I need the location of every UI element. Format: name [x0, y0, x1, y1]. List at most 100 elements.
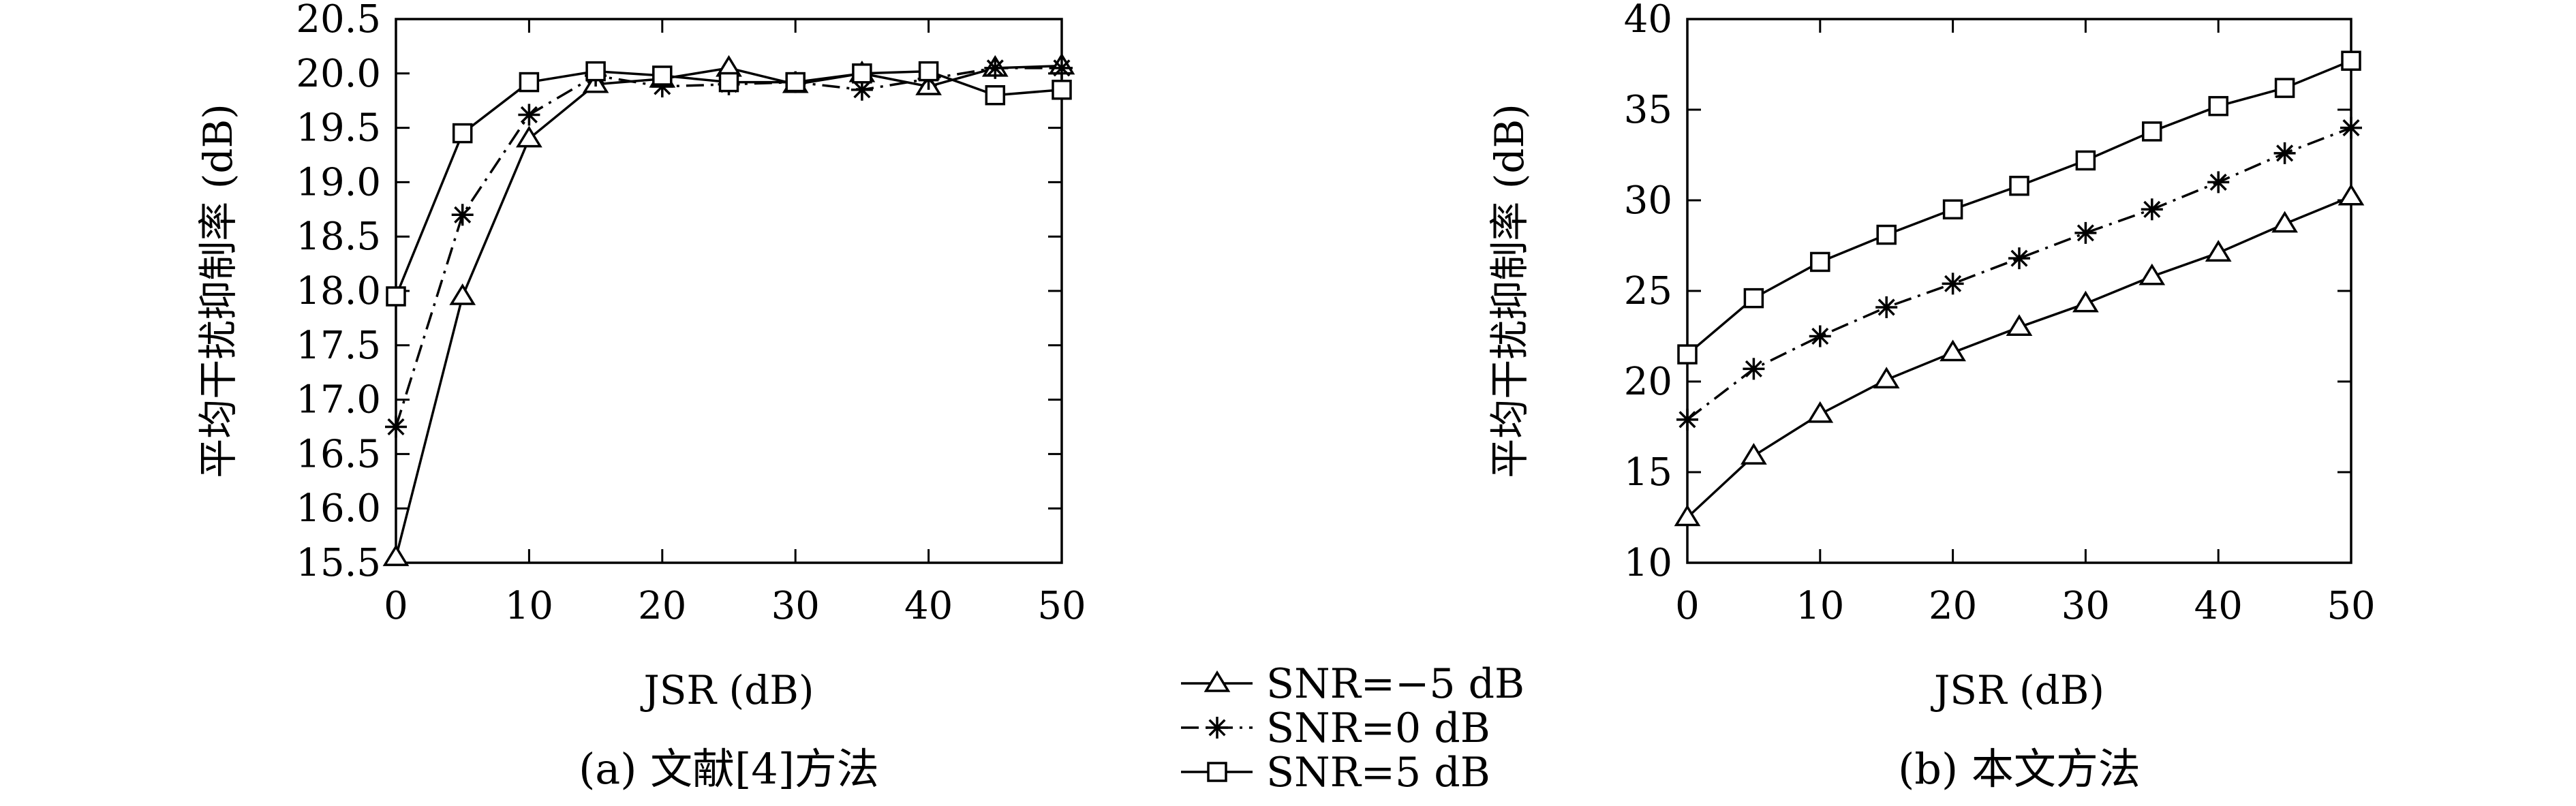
x-tick-label: 30 [771, 584, 820, 628]
x-tick-label: 50 [2327, 584, 2375, 628]
data-point [382, 544, 410, 566]
data-point [1809, 325, 1831, 347]
data-point [1807, 401, 1834, 423]
y-tick-label: 20.5 [296, 0, 381, 42]
data-point [1052, 79, 1072, 100]
chart-panel-a: 15.5 16.0 16.5 17.0 17.5 18.0 18.5 19.0 19.5 20.0… [195, 0, 1086, 794]
data-point [1674, 504, 1701, 527]
data-point [1873, 367, 1900, 389]
series-line-3 [395, 69, 1062, 297]
data-point [452, 123, 473, 144]
x-axis-label: JSR (dB) [640, 667, 814, 713]
x-axis-label: JSR (dB) [1931, 667, 2104, 713]
data-point [518, 104, 540, 126]
series-line-1 [1686, 196, 2352, 518]
data-point [2205, 240, 2232, 262]
data-point [449, 283, 476, 305]
plot-frame [1686, 18, 2352, 564]
data-point [516, 125, 542, 148]
y-tick-label: 16.0 [296, 486, 381, 531]
data-point [585, 61, 606, 82]
series-line-3 [1686, 59, 2352, 356]
data-point [2273, 142, 2296, 164]
data-point [2072, 290, 2099, 313]
series-line-1 [395, 64, 1062, 558]
y-tick-label: 18.5 [296, 215, 381, 259]
data-point [850, 78, 873, 101]
y-tick-label: 18.0 [296, 269, 381, 313]
data-point [2138, 263, 2166, 285]
data-point [451, 204, 474, 226]
legend-entry-label: SNR=0 dB [1266, 704, 1490, 752]
y-tick-label: 25 [1624, 269, 1672, 313]
legend-marker [1207, 762, 1227, 782]
y-tick-label: 35 [1624, 88, 1672, 132]
data-point [1677, 344, 1698, 365]
data-point [2274, 78, 2295, 98]
y-tick-label: 40 [1624, 0, 1672, 42]
data-point [984, 57, 1007, 79]
y-tick-label: 17.0 [296, 378, 381, 422]
data-point [2142, 121, 2162, 142]
plot-frame [395, 18, 1063, 564]
data-point [985, 84, 1006, 106]
data-point [1876, 224, 1897, 245]
legend-marker [1203, 670, 1231, 692]
y-axis-label: 平均干扰抑制率 (dB) [195, 104, 241, 478]
x-tick-label: 0 [1675, 584, 1700, 628]
data-point [1942, 273, 1964, 295]
series-line-2 [395, 67, 1062, 428]
x-tick-label: 50 [1037, 584, 1086, 628]
legend-marker [1206, 717, 1228, 739]
data-point [2008, 247, 2030, 270]
data-point [652, 65, 673, 86]
chart-caption: (b) 本文方法 [1898, 744, 2141, 794]
x-tick-label: 20 [638, 584, 686, 628]
data-point [1051, 57, 1073, 79]
data-point [2340, 117, 2362, 139]
y-axis-label: 平均干扰抑制率 (dB) [1486, 104, 1533, 478]
y-tick-label: 20.0 [296, 52, 381, 96]
data-point [2006, 314, 2033, 336]
y-tick-label: 15 [1624, 450, 1672, 495]
data-point [2271, 211, 2298, 233]
data-point [785, 72, 806, 93]
data-point [1875, 296, 1898, 318]
data-point [1942, 199, 1963, 220]
legend-entry-label: SNR=5 dB [1266, 749, 1490, 796]
data-point [386, 286, 406, 307]
y-tick-label: 17.5 [296, 324, 381, 368]
data-point [2341, 50, 2361, 71]
data-point [1741, 443, 1767, 465]
data-point [2075, 150, 2096, 171]
data-point [1743, 358, 1765, 380]
data-point [2009, 175, 2029, 196]
data-point [718, 72, 739, 93]
series-line-2 [1686, 126, 2352, 421]
data-point [1939, 339, 1966, 362]
data-point [2074, 221, 2097, 244]
data-point [1743, 288, 1764, 309]
x-tick-label: 10 [505, 584, 553, 628]
chart-caption: (a) 文献[4]方法 [579, 744, 879, 794]
x-tick-label: 40 [2194, 584, 2243, 628]
x-tick-label: 40 [904, 584, 953, 628]
x-tick-label: 20 [1929, 584, 1977, 628]
data-point [385, 416, 407, 438]
y-tick-label: 15.5 [296, 541, 381, 585]
data-point [1676, 408, 1698, 431]
x-tick-label: 30 [2061, 584, 2110, 628]
data-point [2141, 198, 2163, 221]
x-tick-label: 10 [1796, 584, 1844, 628]
y-tick-label: 30 [1624, 179, 1672, 223]
y-tick-label: 19.5 [296, 106, 381, 151]
data-point [918, 61, 939, 82]
data-point [852, 63, 872, 84]
data-point [1810, 251, 1830, 273]
y-tick-label: 16.5 [296, 432, 381, 476]
data-point [2208, 95, 2228, 117]
x-tick-label: 0 [384, 584, 408, 628]
